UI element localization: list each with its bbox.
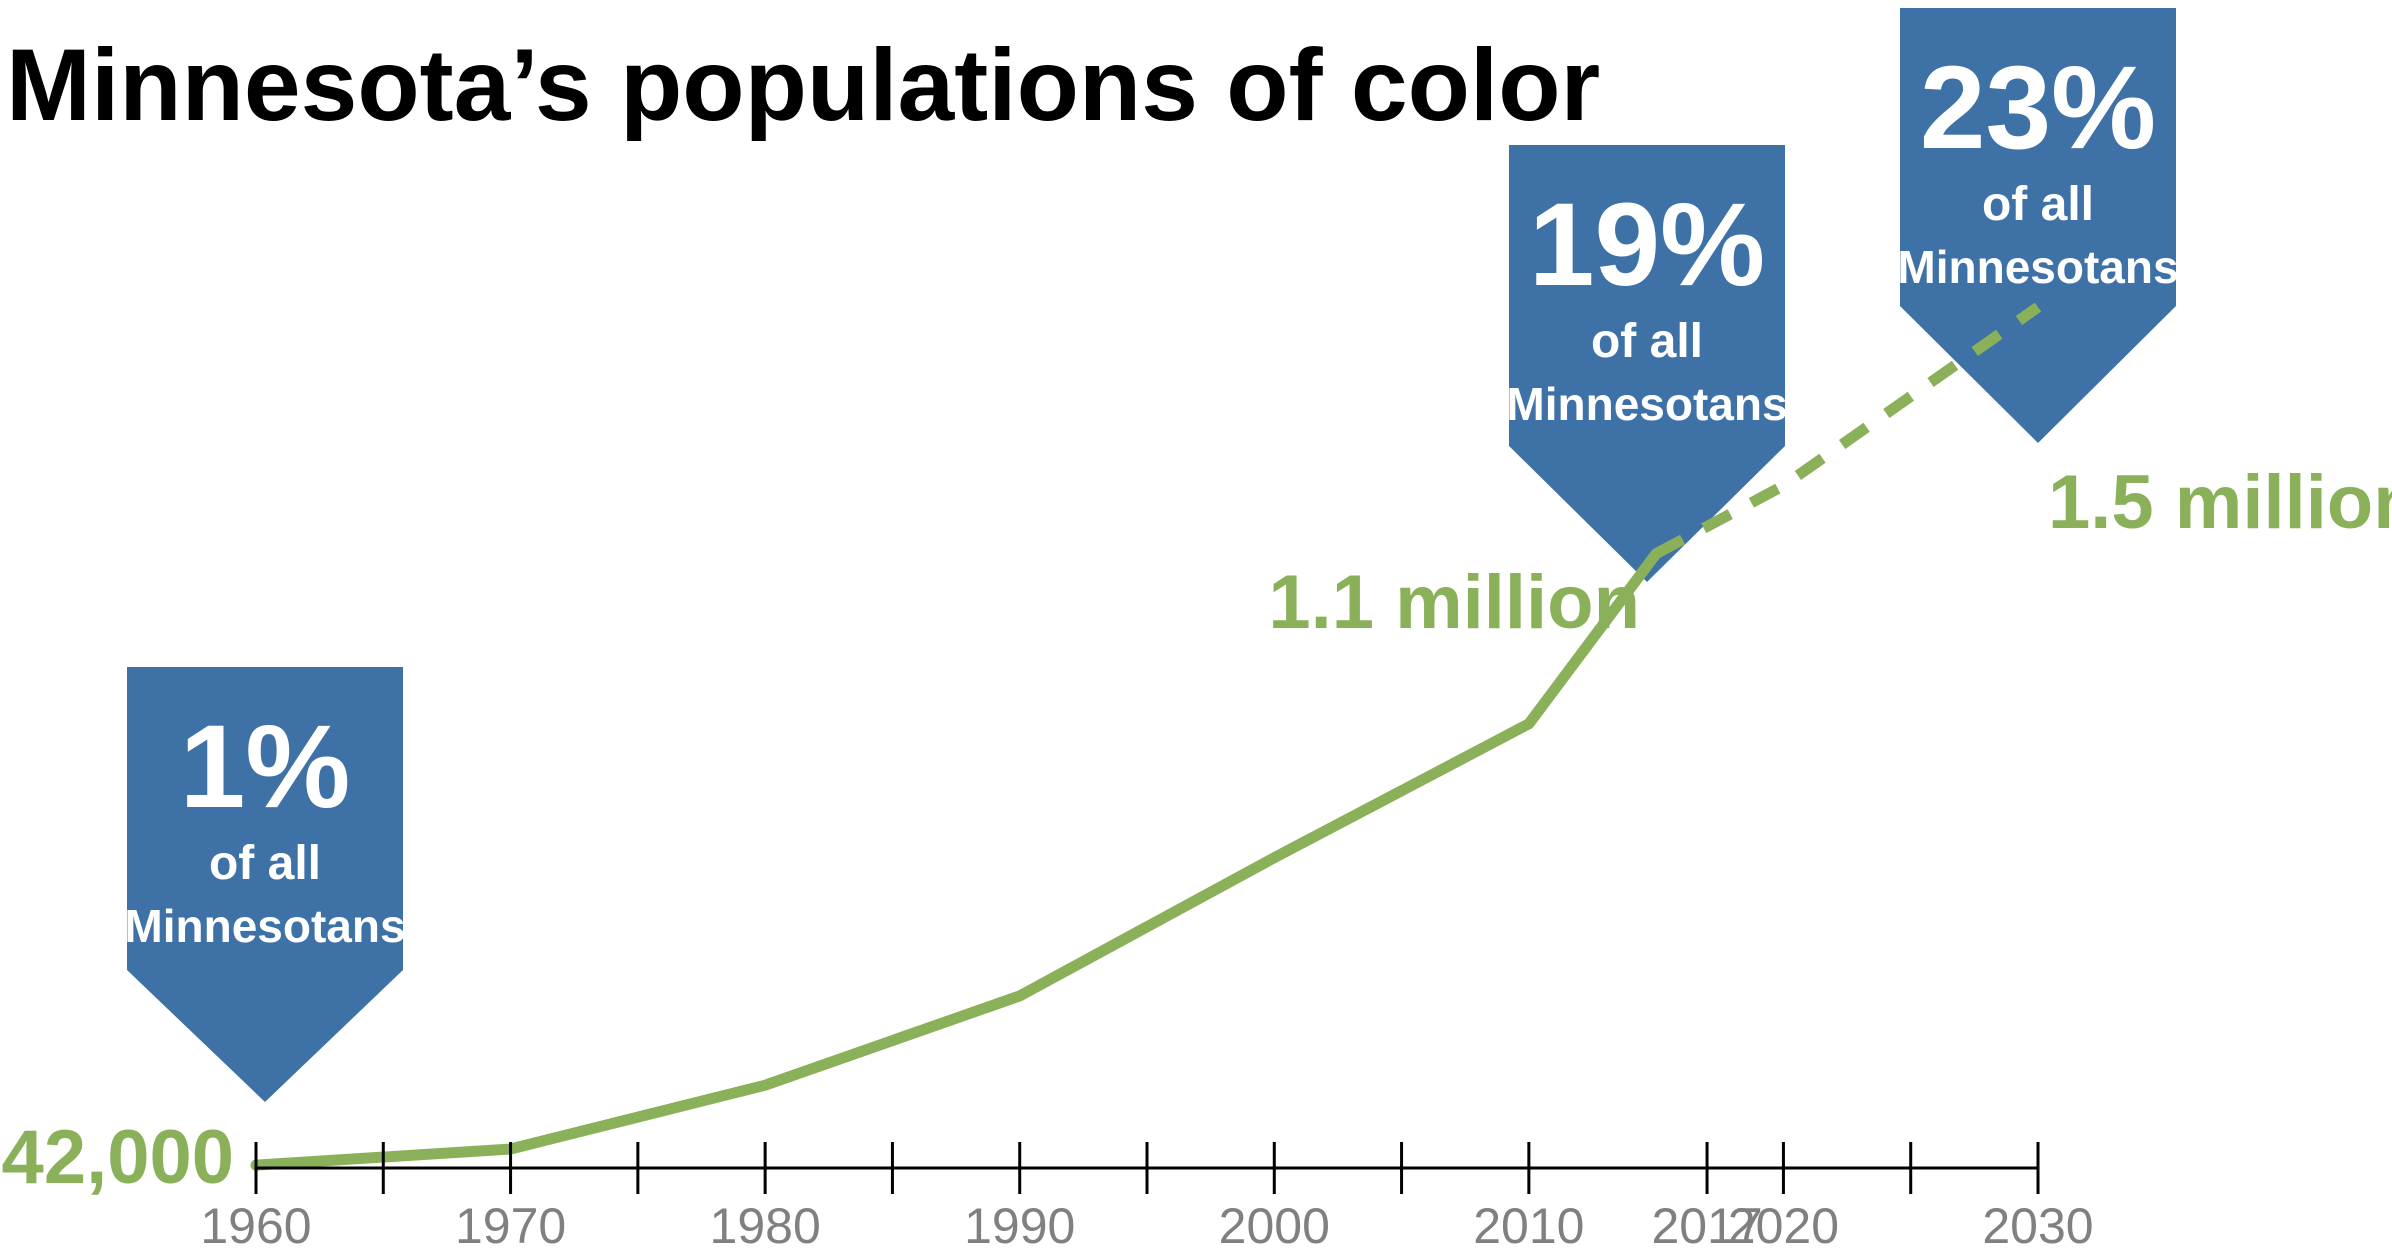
x-tick-label-2020: 2020 <box>1728 1198 1839 1254</box>
callout-0: 1%of all Minnesotans <box>124 667 406 1102</box>
x-tick-label-2010: 2010 <box>1473 1198 1584 1254</box>
callout-arrow-0 <box>127 667 403 1102</box>
callout-arrow-2 <box>1900 8 2176 443</box>
x-tick-label-2017: 2017 <box>1651 1198 1762 1254</box>
callout-line2-0: Minnesotans <box>124 900 405 952</box>
callout-line1-0: of all <box>209 837 321 890</box>
callout-line2-1: Minnesotans <box>1506 378 1787 430</box>
data-label-2: 1.5 million <box>2048 460 2392 545</box>
callout-2: 23%of all Minnesotans <box>1897 8 2179 443</box>
x-tick-label-2030: 2030 <box>1982 1198 2093 1254</box>
chart-title: Minnesota’s populations of color <box>6 28 1600 142</box>
x-tick-label-1960: 1960 <box>200 1198 311 1254</box>
callout-arrow-1 <box>1509 145 1785 582</box>
callout-percent-0: 1% <box>180 701 351 833</box>
callout-percent-2: 23% <box>1920 42 2156 174</box>
callout-line1-2: of all <box>1982 178 2094 231</box>
x-tick-label-1980: 1980 <box>710 1198 821 1254</box>
callout-line1-1: of all <box>1591 315 1703 368</box>
series-line-dashed <box>1653 302 2042 559</box>
x-tick-label-1970: 1970 <box>455 1198 566 1254</box>
x-tick-label-1990: 1990 <box>964 1198 1075 1254</box>
callout-line2-2: Minnesotans <box>1897 241 2178 293</box>
data-labels: 42,000 1.1 million 1.5 million <box>2 460 2392 1200</box>
callout-1: 19%of all Minnesotans <box>1506 145 1788 582</box>
series-line-solid <box>250 548 1662 1171</box>
data-label-0: 42,000 <box>2 1115 234 1200</box>
callout-percent-1: 19% <box>1529 179 1765 311</box>
x-tick-label-2000: 2000 <box>1219 1198 1330 1254</box>
data-label-1: 1.1 million <box>1268 560 1640 645</box>
